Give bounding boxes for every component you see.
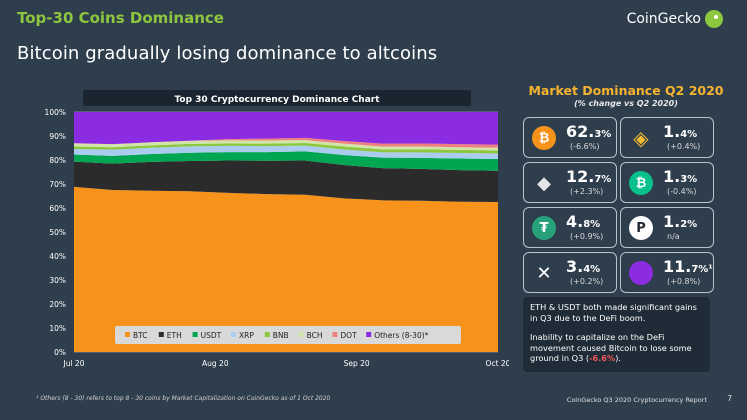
insight-note: ETH & USDT both made significant gains i… (523, 297, 710, 372)
card-value: 11.7%¹ (663, 257, 713, 276)
brand: CoinGecko (627, 10, 723, 28)
area-series-eth (74, 160, 498, 202)
panel-title: Market Dominance Q2 2020 (528, 83, 724, 98)
legend-label: DOT (340, 331, 357, 340)
card-value: 12.7% (566, 167, 612, 186)
x-tick-label: Sep 20 (344, 359, 370, 368)
brand-name: CoinGecko (626, 11, 701, 27)
card-change: (+0.9%) (570, 232, 604, 241)
y-tick-label: 90% (49, 132, 66, 141)
chart-title-bar (83, 90, 471, 106)
card-change: (+2.3%) (570, 187, 604, 196)
card-change: (-0.4%) (667, 187, 697, 196)
card-change: n/a (667, 232, 680, 241)
card-value: 62.3% (566, 122, 612, 141)
legend-swatch (332, 332, 338, 337)
legend-swatch (192, 332, 198, 337)
legend-label: BCH (307, 331, 323, 340)
y-tick-label: 100% (45, 108, 66, 117)
x-tick-label: Jul 20 (63, 359, 85, 368)
x-tick-label: Aug 20 (202, 359, 229, 368)
insight-paragraph-1: ETH & USDT both made significant gains i… (530, 302, 697, 323)
y-tick-label: 0% (54, 348, 66, 357)
card-change: (+0.2%) (570, 277, 604, 286)
area-series-btc (74, 186, 498, 352)
section-kicker: Top-30 Coins Dominance (17, 9, 224, 27)
legend-swatch (125, 332, 130, 337)
area-series-xrp (74, 145, 498, 160)
card-change: (-6.6%) (570, 142, 600, 151)
legend-swatch (158, 332, 164, 337)
legend-label: BNB (273, 331, 289, 340)
insight-paragraph-2: Inability to capitalize on the DeFi move… (530, 332, 692, 363)
legend-label: BTC (133, 331, 148, 340)
x-tick-label: Oct 20 (486, 359, 509, 368)
legend-swatch (264, 332, 270, 337)
dominance-card: P 1.2% n/a (620, 207, 714, 248)
chart-title: Top 30 Cryptocurrency Dominance Chart (174, 95, 380, 105)
area-series-others-8-30- (74, 112, 498, 145)
area-series-dot (74, 137, 498, 148)
area-series-bnb (74, 142, 498, 154)
card-value: 1.2% (663, 212, 698, 231)
card-value: 3.4% (566, 257, 601, 276)
chart-legend (115, 326, 461, 344)
xrp-icon: ✕ (536, 262, 552, 284)
ethereum-icon: ◆ (537, 172, 551, 194)
card-value: 1.3% (663, 167, 698, 186)
dominance-card: ◆ 12.7% (+2.3%) (523, 162, 617, 203)
y-tick-label: 80% (49, 156, 66, 165)
y-tick-label: 50% (49, 228, 66, 237)
panel-subtitle: (% change vs Q2 2020) (574, 99, 678, 108)
dominance-card: 11.7%¹ (+0.8%) (620, 252, 714, 293)
y-tick-label: 30% (49, 276, 66, 285)
y-tick-label: 70% (49, 180, 66, 189)
dominance-card: ✕ 3.4% (+0.2%) (523, 252, 617, 293)
bitcoin-icon: ₿ (532, 126, 556, 150)
page-number: 7 (727, 394, 732, 403)
page-title: Bitcoin gradually losing dominance to al… (17, 43, 438, 64)
others-icon (629, 261, 653, 285)
polkadot-icon: P (629, 216, 653, 240)
dominance-card: ₿ 62.3% (-6.6%) (523, 117, 617, 158)
y-tick-label: 40% (49, 252, 66, 261)
legend-swatch (231, 332, 236, 337)
dominance-card: ₮ 4.8% (+0.9%) (523, 207, 617, 248)
y-tick-label: 20% (49, 300, 66, 309)
y-tick-label: 10% (49, 324, 66, 333)
card-change: (+0.8%) (667, 277, 701, 286)
dominance-card: ◈ 1.4% (+0.4%) (620, 117, 714, 158)
card-change: (+0.4%) (667, 142, 701, 151)
legend-label: Others (8-30)* (374, 331, 428, 340)
legend-label: USDT (201, 331, 222, 340)
footnote: ¹ Others (8 - 30) refers to top 8 - 30 c… (36, 395, 331, 402)
y-tick-label: 60% (49, 204, 66, 213)
area-series-bch (74, 140, 498, 151)
report-name: CoinGecko Q3 2020 Cryptocurrency Report (566, 396, 707, 404)
dominance-card: ₿ 1.3% (-0.4%) (620, 162, 714, 203)
legend-swatch (366, 332, 372, 337)
dominance-chart-svg: Top 30 Cryptocurrency Dominance Chart 0%… (45, 90, 511, 368)
coingecko-logo-icon (705, 10, 723, 28)
binance-icon: ◈ (633, 126, 649, 150)
chart-legend-items: BTC ETH USDT XRP BNB BCH DOT Others (8-30)* (125, 331, 429, 340)
legend-label: XRP (239, 331, 254, 340)
legend-swatch (298, 332, 304, 337)
legend-label: ETH (167, 331, 182, 340)
card-value: 4.8% (566, 212, 601, 231)
area-series-usdt (74, 151, 498, 171)
card-value: 1.4% (663, 122, 698, 141)
btc-change-highlight: -6.6% (589, 353, 616, 363)
y-axis: 0% 10% 20% 30% 40% 50% 60% 70% 80% 90% 100% (45, 108, 66, 357)
bitcoin-cash-icon: ₿ (629, 171, 653, 195)
tether-icon: ₮ (532, 216, 556, 240)
chart-areas (74, 112, 498, 352)
x-axis: Jul 20 Aug 20 Sep 20 Oct 20 (63, 359, 511, 368)
dominance-chart: Top 30 Cryptocurrency Dominance Chart 0%… (39, 82, 511, 370)
